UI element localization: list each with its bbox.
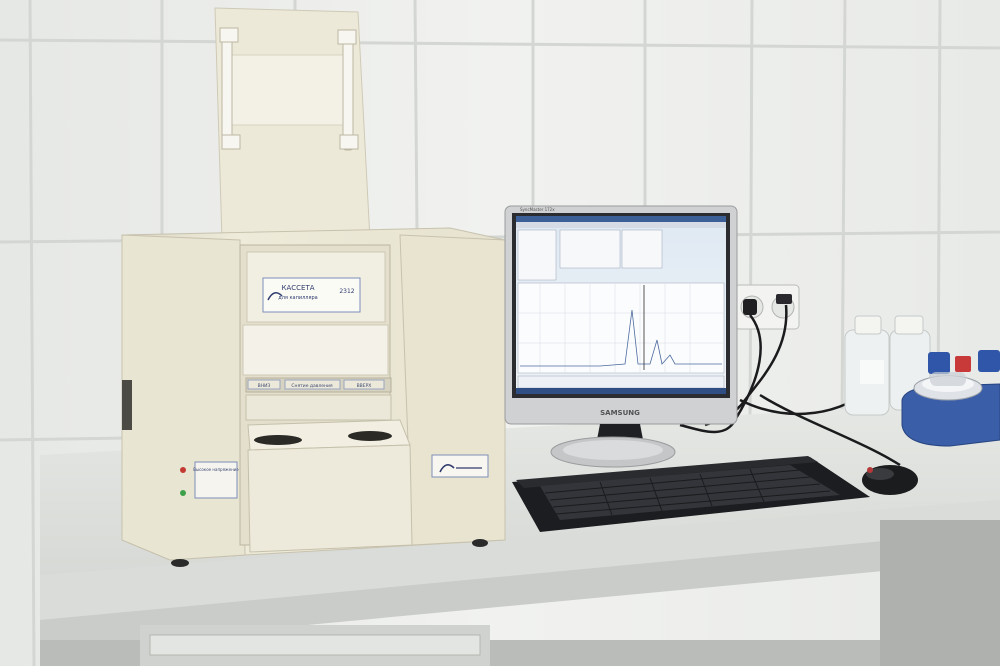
monitor-brand: SAMSUNG: [600, 409, 640, 417]
cassette-number: 2312: [339, 288, 354, 295]
monitor: SyncMaster 172x SAMSUNG: [504, 205, 738, 468]
panel-field-label: Высокое напряжение: [193, 467, 239, 472]
monitor-model: SyncMaster 172x: [520, 207, 555, 212]
cassette-label: КАССЕТА для капилляра 2312: [262, 277, 361, 313]
indicator-led-icon: [180, 490, 186, 496]
button-down-label: ВНИЗ: [258, 383, 271, 389]
indicator-led-icon: [180, 467, 186, 473]
logo-icon: [267, 292, 283, 301]
logo-badge: [431, 454, 489, 478]
keyboard: [512, 456, 870, 532]
button-pressure-label: Снятие давления: [291, 383, 333, 389]
button-up-label: ВВЕРХ: [357, 383, 372, 389]
cassette-subtitle: для капилляра: [278, 295, 318, 301]
cassette-button-row: ВНИЗ Снятие давления ВВЕРХ: [247, 379, 385, 390]
capillary-electrophoresis-instrument: КАССЕТА для капилляра 2312 ВНИЗ Снятие д…: [121, 7, 506, 567]
panel-field: [194, 461, 238, 499]
logo-icon: [439, 464, 455, 473]
mouse: [862, 465, 918, 495]
cassette-title: КАССЕТА: [281, 284, 314, 292]
vortex-mixer: [901, 372, 1000, 447]
power-socket-icon: [734, 284, 800, 330]
